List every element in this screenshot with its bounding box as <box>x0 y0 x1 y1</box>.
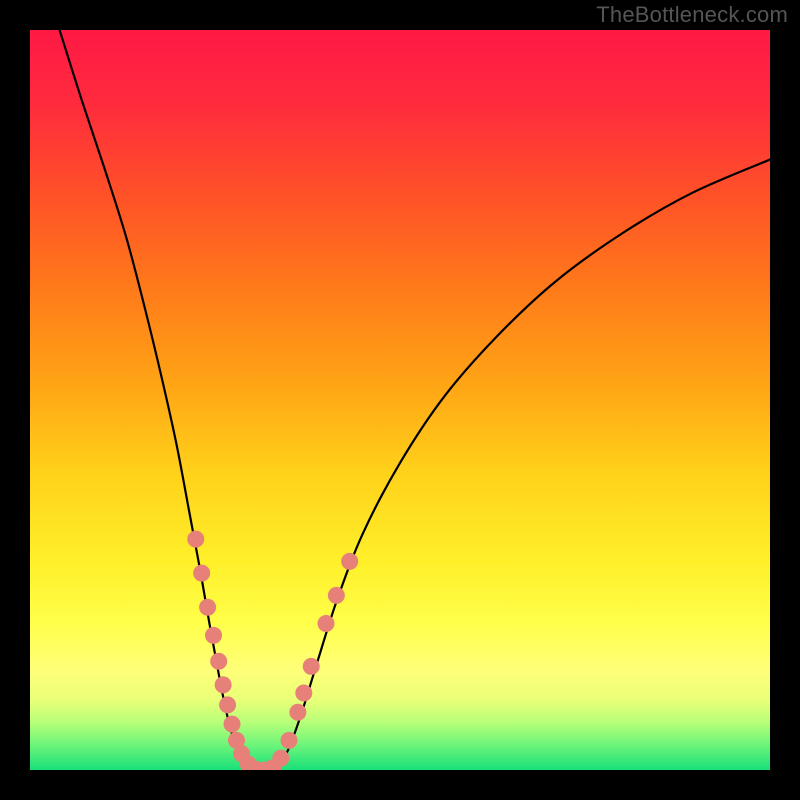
marker-point <box>290 704 306 720</box>
chart-stage: TheBottleneck.com <box>0 0 800 800</box>
marker-point <box>200 599 216 615</box>
curve-right-limb <box>274 160 770 771</box>
marker-point <box>328 587 344 603</box>
marker-point <box>206 627 222 643</box>
marker-point <box>303 658 319 674</box>
watermark-text: TheBottleneck.com <box>596 2 788 28</box>
marker-point <box>273 750 289 766</box>
marker-point <box>194 565 210 581</box>
marker-point <box>296 685 312 701</box>
marker-point <box>224 716 240 732</box>
marker-point <box>188 531 204 547</box>
marker-point <box>211 653 227 669</box>
plot-area <box>30 30 770 770</box>
marker-point <box>318 615 334 631</box>
marker-point <box>342 553 358 569</box>
marker-group <box>188 531 358 770</box>
marker-point <box>220 697 236 713</box>
marker-point <box>215 677 231 693</box>
chart-overlay-svg <box>30 30 770 770</box>
marker-point <box>281 732 297 748</box>
